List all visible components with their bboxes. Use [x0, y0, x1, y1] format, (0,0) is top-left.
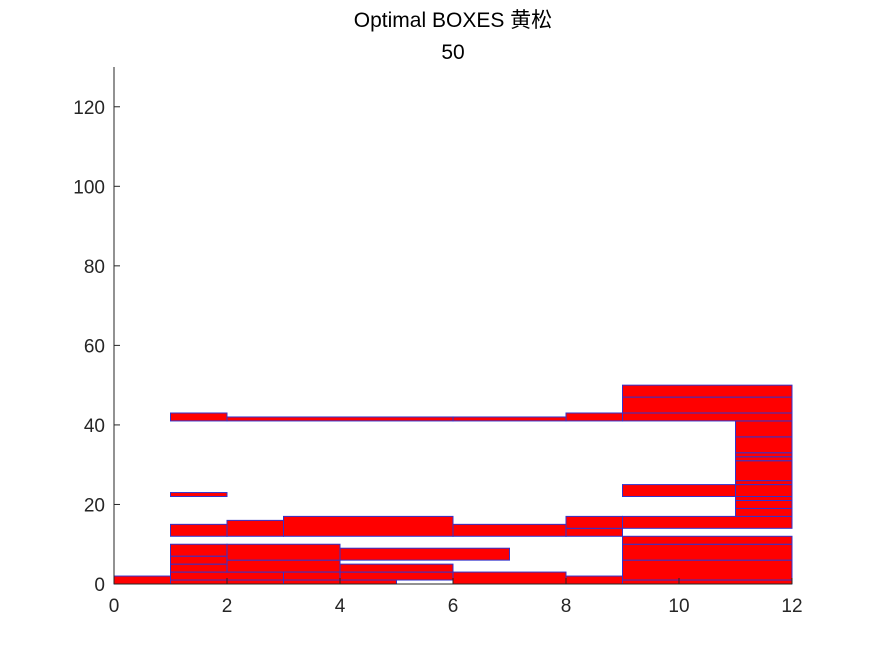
box-42	[622, 412, 793, 422]
box-14	[565, 575, 623, 585]
box-6	[226, 559, 341, 573]
chart-subtitle: 50	[441, 41, 464, 64]
box-41	[565, 412, 623, 422]
box-35	[735, 452, 793, 458]
y-tick-label-0: 0	[94, 575, 105, 596]
y-tick-label-40: 40	[84, 416, 105, 437]
chart-title: Optimal BOXES 黄松	[354, 9, 552, 32]
box-44	[622, 384, 793, 398]
box-39	[226, 416, 454, 422]
box-19	[170, 523, 228, 537]
y-tick-label-80: 80	[84, 257, 105, 278]
x-tick-label-0: 0	[109, 596, 120, 617]
box-15	[622, 579, 793, 585]
box-5	[170, 543, 228, 557]
box-27	[735, 499, 793, 509]
box-21	[283, 515, 454, 537]
box-13	[452, 571, 567, 585]
box-10	[339, 571, 454, 581]
box-20	[226, 519, 284, 537]
box-32	[735, 480, 793, 486]
box-24	[565, 515, 623, 529]
box-43	[622, 396, 793, 414]
box-26	[735, 507, 793, 517]
box-25	[622, 515, 793, 529]
box-33	[735, 460, 793, 482]
x-tick-label-8: 8	[561, 596, 572, 617]
y-tick-label-60: 60	[84, 336, 105, 357]
box-9	[283, 571, 341, 581]
box-29	[170, 492, 228, 498]
box-40	[452, 416, 567, 422]
box-31	[735, 484, 793, 498]
x-tick-label-2: 2	[222, 596, 233, 617]
box-23	[565, 527, 623, 537]
box-22	[452, 523, 567, 537]
box-3	[170, 563, 228, 573]
x-tick-label-12: 12	[781, 596, 802, 617]
box-17	[622, 543, 793, 561]
x-tick-label-4: 4	[335, 596, 346, 617]
box-12	[339, 547, 510, 561]
box-30	[622, 484, 736, 498]
y-tick-label-20: 20	[84, 495, 105, 516]
box-11	[339, 563, 454, 573]
y-tick-label-120: 120	[73, 98, 105, 119]
box-0	[113, 575, 171, 585]
box-37	[735, 420, 793, 438]
x-tick-label-10: 10	[668, 596, 689, 617]
y-tick-label-100: 100	[73, 177, 105, 198]
box-28	[735, 496, 793, 501]
box-38	[170, 412, 228, 422]
box-36	[735, 436, 793, 454]
box-18	[622, 535, 793, 545]
box-34	[735, 456, 793, 462]
box-7	[226, 543, 341, 561]
box-16	[622, 559, 793, 581]
x-tick-label-6: 6	[448, 596, 459, 617]
box-4	[170, 555, 228, 565]
